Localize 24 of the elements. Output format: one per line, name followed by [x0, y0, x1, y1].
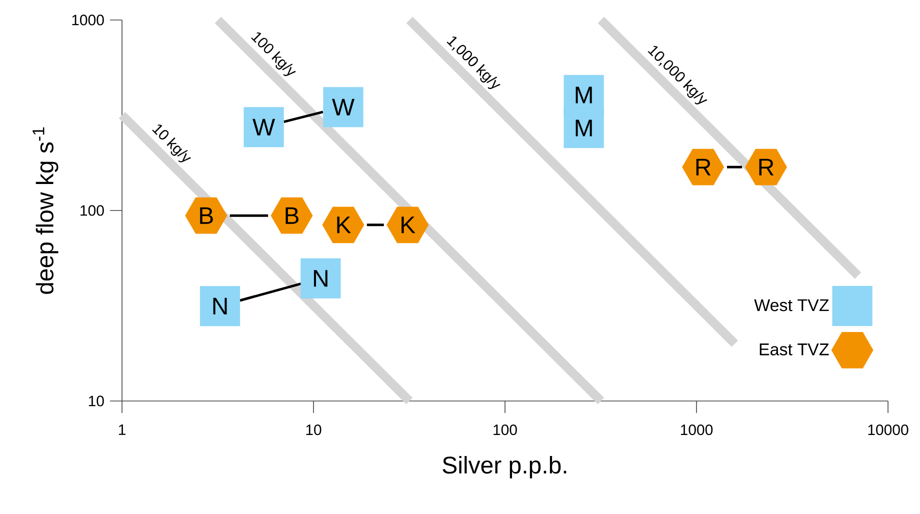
annotation: K: [337, 216, 351, 234]
annotation: N: [314, 270, 328, 287]
annotation: B: [286, 207, 298, 224]
x-tick-label: 1000: [680, 424, 713, 436]
annotation: N: [213, 298, 227, 314]
x-axis-title: Silver p.p.b.: [442, 456, 566, 478]
legend-label: East TVZ: [760, 344, 829, 356]
annotation: B: [200, 207, 213, 224]
y-axis-title: deep flow kg s$^{-1}$: [32, 127, 58, 294]
annotation: M: [576, 120, 592, 136]
annotation: W: [332, 98, 354, 116]
annotation: R: [696, 158, 711, 176]
y-tick-label: 1000: [72, 14, 104, 26]
y-tick-label: 10: [88, 396, 104, 406]
x-tick-label: 10: [306, 424, 322, 436]
legend-label: West TVZ: [754, 299, 829, 312]
x-tick-label: 1: [118, 424, 126, 435]
annotation: R: [759, 158, 774, 176]
annotation: K: [402, 216, 416, 234]
annotation: M: [576, 86, 592, 104]
y-tick-label: 100: [80, 205, 104, 216]
x-tick-label: 10000: [868, 424, 908, 436]
annotation: W: [252, 118, 276, 136]
x-tick-label: 100: [494, 424, 517, 436]
